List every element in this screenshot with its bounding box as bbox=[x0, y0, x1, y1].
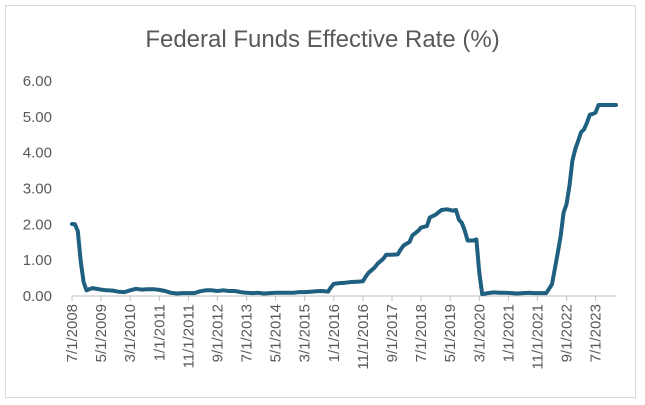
y-tick-label: 4.00 bbox=[23, 145, 52, 162]
x-axis-tick-marks bbox=[71, 296, 597, 301]
x-tick-label: 9/1/2022 bbox=[559, 304, 576, 362]
y-axis-tick-labels: 0.00 1.00 2.00 3.00 4.00 5.00 6.00 bbox=[23, 73, 52, 305]
x-tick-label: 11/1/2011 bbox=[180, 304, 197, 369]
y-tick-label: 5.00 bbox=[23, 109, 52, 126]
x-tick-label: 9/1/2012 bbox=[209, 304, 226, 362]
y-tick-label: 6.00 bbox=[23, 73, 52, 90]
x-tick-label: 3/1/2010 bbox=[122, 304, 139, 362]
x-tick-label: 3/1/2015 bbox=[297, 304, 314, 362]
chart-frame bbox=[5, 5, 636, 398]
chart-title: Federal Funds Effective Rate (%) bbox=[145, 26, 500, 53]
y-tick-label: 2.00 bbox=[23, 216, 52, 233]
x-tick-label: 7/1/2008 bbox=[64, 304, 81, 362]
x-tick-label: 9/1/2017 bbox=[384, 304, 401, 362]
x-tick-label: 7/1/2018 bbox=[413, 304, 430, 362]
x-tick-label: 11/1/2021 bbox=[529, 304, 546, 370]
x-tick-label: 3/1/2020 bbox=[471, 304, 488, 362]
x-tick-label: 5/1/2009 bbox=[93, 304, 110, 362]
y-tick-label: 3.00 bbox=[23, 181, 52, 198]
y-tick-label: 1.00 bbox=[23, 252, 52, 269]
x-tick-label: 5/1/2019 bbox=[442, 304, 459, 362]
series-line-federal-funds-rate bbox=[70, 103, 618, 297]
x-tick-label: 11/1/2016 bbox=[355, 304, 372, 370]
x-tick-label: 1/1/2011 bbox=[151, 304, 168, 361]
y-tick-label: 0.00 bbox=[23, 288, 52, 305]
x-tick-label: 1/1/2016 bbox=[326, 304, 343, 362]
x-tick-label: 7/1/2023 bbox=[588, 304, 605, 362]
x-tick-label: 5/1/2014 bbox=[268, 304, 285, 362]
x-tick-label: 7/1/2013 bbox=[239, 304, 256, 362]
x-tick-label: 1/1/2021 bbox=[500, 304, 517, 362]
x-axis-tick-labels: 7/1/2008 5/1/2009 3/1/2010 1/1/2011 11/1/201… bbox=[64, 304, 605, 370]
